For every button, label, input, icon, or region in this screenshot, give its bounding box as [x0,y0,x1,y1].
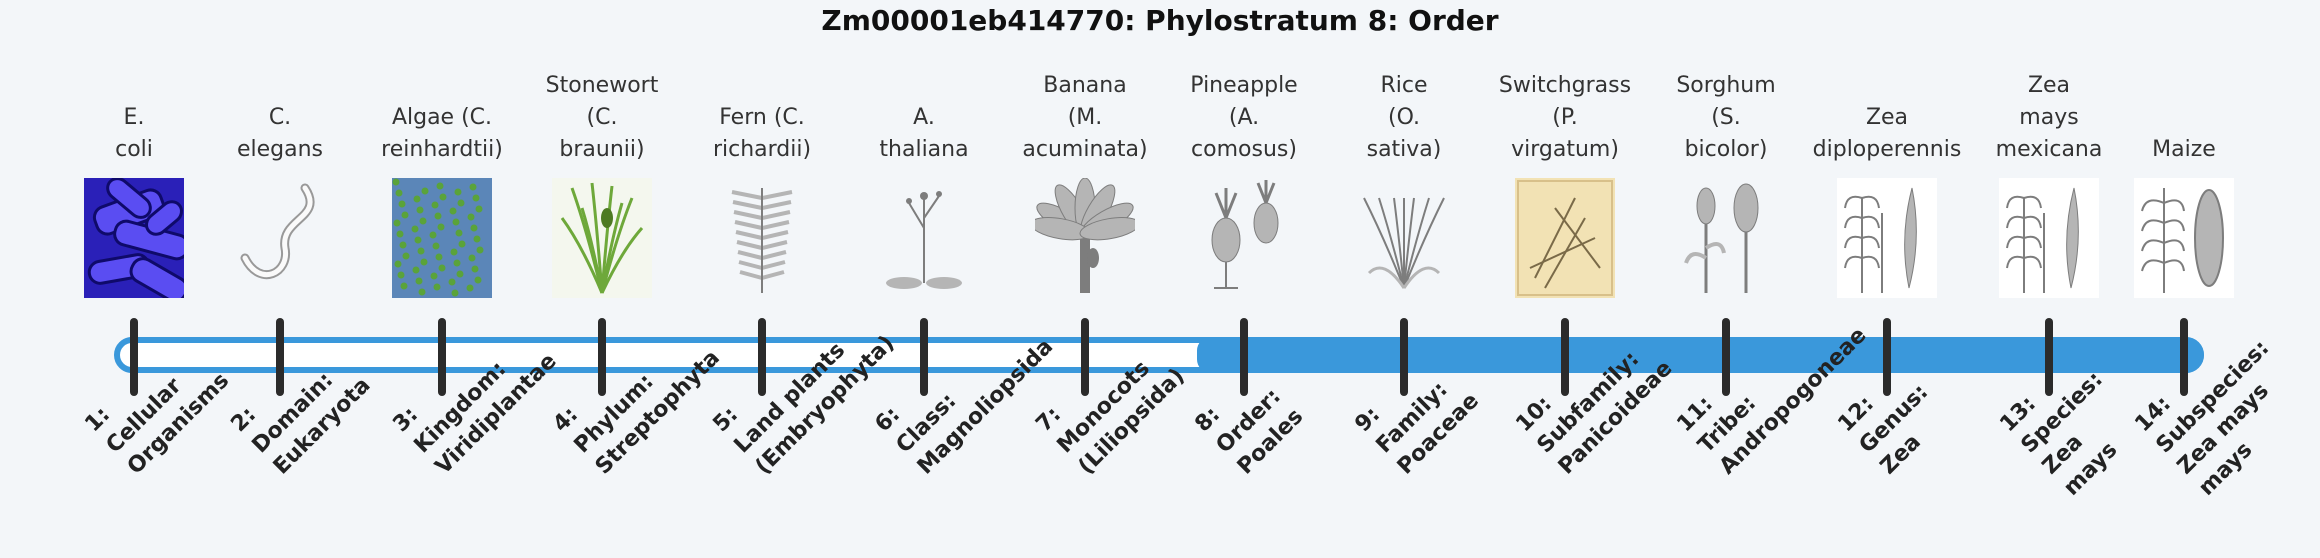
teosinte-icon [1999,178,2099,298]
organism-name-line: (A. [1228,105,1260,130]
phylostratum-tick [920,318,928,396]
bacteria-icon [84,178,184,298]
phylostratum-column: Sorghum (S. bicolor) 11: Tribe: Andropogonea… [1651,0,1871,558]
organism-name-line: thaliana [879,137,969,162]
organism-name-line: (P. [1552,105,1578,130]
organism-name-line: (M. [1067,105,1103,130]
rank-label: 14: Subspecies: Zea mays mays [2129,298,2320,503]
organism-name-line: Banana [1043,73,1127,98]
organism-name-line: bicolor) [1684,137,1768,162]
phylostratum-column: Rice (O. sativa) 9: Family: Poaceae [1329,0,1484,558]
organism-name: Zea mays mexicana [1974,70,2124,166]
organism-name-line: Maize [2152,137,2216,162]
organism-name-line: Fern (C. [719,105,805,130]
phylostratum-column: E. coli 1: Cellular Organisms [59,0,234,558]
organism-name-line: sativa) [1366,137,1442,162]
organism-name-line: (S. [1711,105,1741,130]
organism-name: Rice (O. sativa) [1329,70,1479,166]
phylostratum-tick [276,318,284,396]
organism-name: Pineapple (A. comosus) [1169,70,1319,166]
phylostratum-tick [1240,318,1248,396]
phylostratum-column: Zea diploperennis 12: Genus: Zea [1812,0,1962,558]
organism-name: Zea diploperennis [1812,102,1962,166]
organism-name: Switchgrass (P. virgatum) [1490,70,1640,166]
phylostratum-column: Zea mays mexicana 13: Species: Zea mays [1974,0,2124,558]
maize-icon [2134,178,2234,298]
organism-name: C. elegans [205,102,355,166]
organism-name-line: coli [115,137,153,162]
organism-name-line: E. [123,105,145,130]
sorghum-icon [1676,178,1776,298]
phylostratum-column: Switchgrass (P. virgatum) 10: Subfamily: Pan… [1490,0,1677,558]
organism-name-line: diploperennis [1812,137,1962,162]
phylostratum-tick [758,318,766,396]
phylostratum-tick [598,318,606,396]
organism-name: A. thaliana [849,102,999,166]
organism-name: E. coli [59,102,209,166]
organism-name-line: (O. [1387,105,1420,130]
organism-name-line: Algae (C. [391,105,493,130]
organism-name-line: richardii) [712,137,812,162]
organism-name-line: comosus) [1191,137,1297,162]
organism-name-line: elegans [236,137,324,162]
organism-name-line: Stonewort [545,73,659,98]
phylostratum-column: A. thaliana 6: Class: Magnoliopsida [849,0,1058,558]
pineapple-icon [1194,178,1294,298]
arabidopsis-icon [874,178,974,298]
phylostratum-tick [2045,318,2053,396]
fern-icon [712,178,812,298]
organism-name: Banana (M. acuminata) [1010,70,1160,166]
organism-name-line: reinhardtii) [381,137,503,162]
organism-name: Sorghum (S. bicolor) [1651,70,1801,166]
organism-name-line: Sorghum [1676,73,1776,98]
organism-name-line: mexicana [1995,137,2103,162]
phylostratum-tick [1722,318,1730,396]
algae-icon [392,178,492,298]
page-title: Zm00001eb414770: Phylostratum 8: Order [821,4,1499,37]
organism-name-line: virgatum) [1511,137,1619,162]
phylostratum-tick [438,318,446,396]
phylostratum-tick [1400,318,1408,396]
organism-name-line: (C. [586,105,618,130]
rice-icon [1354,178,1454,298]
phylostratum-tick [1081,318,1089,396]
organism-name-line: Zea [1865,105,1909,130]
organism-name-line: A. [913,105,935,130]
phylostratum-tick [1561,318,1569,396]
phylostratum-column: Banana (M. acuminata) 7: Monocots (Liliopsid… [1010,0,1189,558]
phylostratum-column: C. elegans 2: Domain: Eukaryota [205,0,375,558]
organism-name: Algae (C. reinhardtii) [367,102,517,166]
phylostratum-column: Stonewort (C. braunii) 4: Phylum: Streptophy… [527,0,725,558]
organism-name-line: Switchgrass [1498,73,1632,98]
organism-name: Maize [2109,134,2259,166]
organism-name-line: braunii) [559,137,645,162]
banana-tree-icon [1035,178,1135,298]
organism-name: Stonewort (C. braunii) [527,70,677,166]
zea-diploperennis-icon [1837,178,1937,298]
organism-name-line: Pineapple [1190,73,1298,98]
phylostratum-tick [130,318,138,396]
stonewort-icon [552,178,652,298]
switchgrass-icon [1515,178,1615,298]
organism-name-line: Zea [2027,73,2071,98]
organism-name-line: mays [2019,105,2079,130]
phylostratum-column: Algae (C. reinhardtii) 3: Kingdom: Viridipla… [367,0,561,558]
phylostratum-column: Fern (C. richardii) 5: Land plants (Embryoph… [687,0,899,558]
organism-name: Fern (C. richardii) [687,102,837,166]
phylostratum-column: Pineapple (A. comosus) 8: Order: Poales [1169,0,1319,558]
phylostratum-column: Maize 14: Subspecies: Zea mays mays [2109,0,2274,558]
organism-name-line: Rice [1380,73,1428,98]
phylostratum-track-fill [1197,337,2204,373]
organism-name-line: acuminata) [1022,137,1148,162]
phylostratum-tick [2180,318,2188,396]
organism-name-line: C. [268,105,292,130]
phylostratum-tick [1883,318,1891,396]
worm-icon [230,178,330,298]
